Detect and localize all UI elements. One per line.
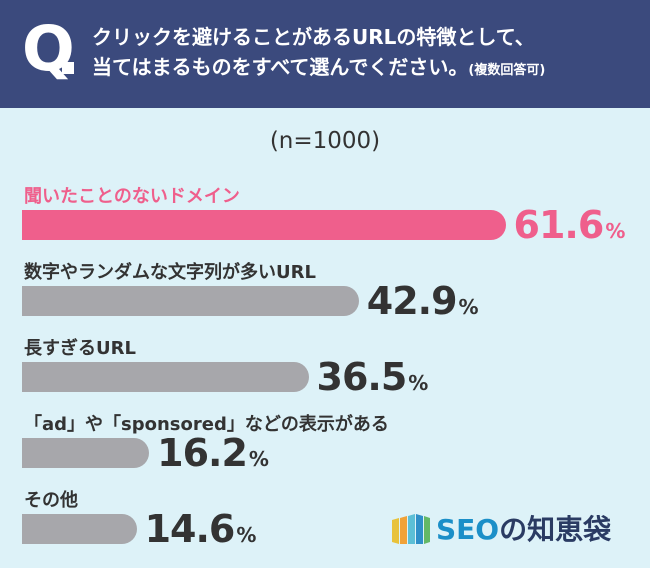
data-label-unit: %	[248, 447, 269, 471]
bar	[22, 286, 359, 316]
data-label-value: 14.6	[144, 507, 236, 551]
data-label-unit: %	[408, 371, 428, 395]
category-label: その他	[24, 490, 78, 511]
sample-size: (n=1000)	[269, 128, 381, 154]
bar	[22, 210, 506, 240]
data-label-unit: %	[605, 219, 625, 243]
data-label-value: 61.6	[513, 203, 605, 247]
category-label: 長すぎるURL	[24, 338, 136, 359]
category-label: 聞いたことのないドメイン	[24, 186, 240, 207]
question-note: (複数回答可)	[468, 63, 546, 78]
category-label: 数字やランダムな文字列が多いURL	[24, 262, 316, 283]
brand-name-seo: SEO	[436, 513, 500, 546]
question-line-2: 当てはまるものをすべて選んでください。(複数回答可)	[92, 52, 632, 86]
bar	[22, 362, 309, 392]
data-label-value: 16.2	[157, 431, 248, 475]
question-line-1: クリックを避けることがあるURLの特徴として、	[92, 25, 535, 49]
bar	[22, 438, 150, 468]
data-label: 16.2%	[157, 431, 269, 478]
data-label-unit: %	[236, 523, 256, 547]
brand-name-rest: の知恵袋	[499, 513, 612, 546]
question-dot	[62, 62, 74, 74]
category-label: 「ad」や「sponsored」などの表示がある	[24, 414, 389, 435]
question-text: クリックを避けることがあるURLの特徴として、 当てはまるものをすべて選んでくだ…	[92, 22, 632, 86]
question-header: Q クリックを避けることがあるURLの特徴として、 当てはまるものをすべて選んで…	[0, 0, 650, 108]
bar	[22, 514, 137, 544]
book-stack-icon	[392, 514, 430, 544]
data-label-unit: %	[458, 295, 479, 319]
brand-name: SEOの知恵袋	[436, 512, 611, 548]
data-label-value: 42.9	[366, 279, 458, 323]
question-line-2-text: 当てはまるものをすべて選んでください。	[92, 55, 469, 79]
data-label: 42.9%	[366, 279, 479, 326]
data-label: 14.6%	[144, 507, 257, 554]
data-label-value: 36.5	[316, 355, 408, 399]
data-label: 61.6%	[513, 203, 626, 250]
data-label: 36.5%	[316, 355, 429, 402]
brand-logo: SEOの知恵袋	[392, 512, 632, 548]
